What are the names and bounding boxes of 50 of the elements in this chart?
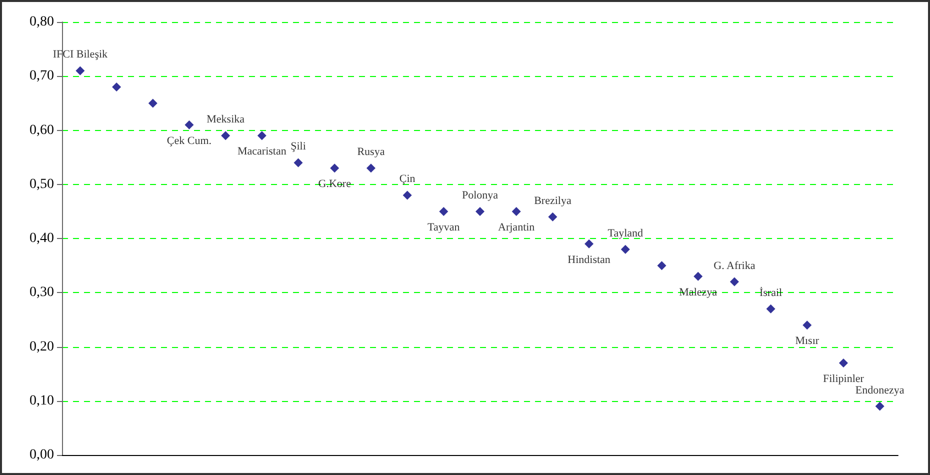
x-tick-label: G.Kore — [318, 178, 352, 190]
y-tick-label: 0,10 — [30, 393, 54, 408]
point — [620, 244, 630, 254]
x-tick-label: Hindistan — [568, 254, 611, 266]
x-tick-label: Macaristan — [237, 146, 287, 158]
x-tick-label: G. Afrika — [714, 260, 756, 272]
point — [402, 190, 412, 200]
point — [766, 304, 776, 314]
point — [76, 66, 85, 76]
point — [694, 272, 703, 281]
point — [802, 320, 812, 330]
point — [366, 164, 376, 173]
point — [657, 261, 666, 270]
x-tick-label: Polonya — [462, 189, 498, 202]
y-tick-label: 0,50 — [30, 176, 54, 192]
point — [148, 98, 158, 108]
x-tick-label: Brezilya — [534, 194, 572, 207]
point — [584, 239, 594, 248]
x-tick-label: Arjantin — [498, 221, 536, 234]
x-tick-label: Endonezya — [855, 384, 904, 396]
point — [512, 206, 521, 216]
x-tick-label: Mısır — [795, 335, 820, 348]
point — [294, 158, 303, 168]
point — [875, 402, 884, 411]
x-tick-label: İsrail — [759, 286, 782, 299]
point — [439, 206, 448, 216]
y-tick-label: 0,60 — [30, 122, 54, 138]
point — [184, 120, 194, 130]
x-tick-label: Tayland — [608, 227, 644, 240]
x-tick-label: Filipinler — [823, 372, 864, 385]
point — [548, 212, 558, 222]
y-tick-label: 0,80 — [30, 14, 54, 30]
y-tick-label: 0,00 — [30, 448, 54, 462]
x-tick-label: Rusya — [357, 146, 385, 158]
x-tick-label: Çek Cum. — [166, 134, 212, 147]
x-tick-label: Meksika — [206, 114, 245, 126]
point — [838, 358, 848, 368]
point — [112, 82, 122, 92]
y-tick-label: 0,30 — [30, 285, 54, 300]
y-tick-label: 0,40 — [30, 231, 54, 246]
x-tick-label: Şili — [290, 140, 306, 153]
x-tick-label: Tayvan — [428, 221, 460, 234]
point — [730, 277, 739, 286]
x-tick-label: Çin — [399, 173, 416, 186]
point — [330, 164, 340, 173]
point — [221, 131, 230, 140]
point — [476, 206, 484, 216]
point — [257, 131, 266, 140]
y-tick-label: 0,70 — [30, 68, 54, 84]
y-tick-label: 0,20 — [30, 339, 54, 354]
